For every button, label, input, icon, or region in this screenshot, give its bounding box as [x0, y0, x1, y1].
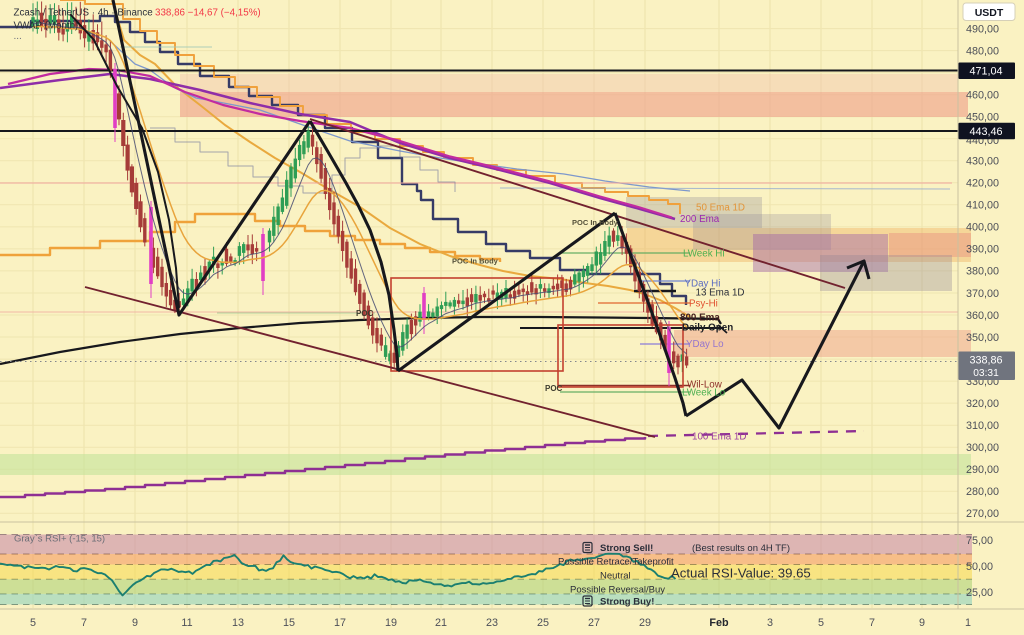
svg-text:Possible Reversal/Buy: Possible Reversal/Buy	[570, 585, 665, 596]
svg-text:11: 11	[181, 617, 192, 629]
svg-text:Gray`s RSI+ (-15, 15): Gray`s RSI+ (-15, 15)	[14, 534, 105, 545]
svg-text:7: 7	[869, 617, 875, 629]
svg-text:420,00: 420,00	[966, 178, 999, 190]
svg-text:50 Ema 1D: 50 Ema 1D	[696, 203, 745, 214]
svg-text:13: 13	[232, 617, 244, 629]
svg-text:490,00: 490,00	[966, 23, 999, 35]
svg-text:430,00: 430,00	[966, 156, 999, 168]
svg-text:29: 29	[639, 617, 651, 629]
svg-text:460,00: 460,00	[966, 90, 999, 102]
svg-text:9: 9	[132, 617, 138, 629]
svg-text:338,86 −14,67 (−4,15%): 338,86 −14,67 (−4,15%)	[155, 8, 261, 19]
svg-text:Zcash / TetherUS · 4h · Binanc: Zcash / TetherUS · 4h · Binance	[14, 8, 154, 19]
svg-text:POC In Body: POC In Body	[452, 257, 499, 266]
svg-text:21: 21	[435, 617, 447, 629]
svg-text:200 Ema: 200 Ema	[680, 214, 720, 225]
svg-text:9: 9	[919, 617, 925, 629]
svg-text:17: 17	[334, 617, 346, 629]
svg-text:Wil-Low: Wil-Low	[687, 380, 723, 391]
svg-text:25,00: 25,00	[966, 587, 993, 599]
svg-text:410,00: 410,00	[966, 200, 999, 212]
svg-text:280,00: 280,00	[966, 486, 999, 498]
svg-text:13 Ema 1D: 13 Ema 1D	[696, 288, 745, 299]
svg-text:Strong Sell!: Strong Sell!	[600, 543, 653, 554]
svg-text:1: 1	[965, 617, 971, 629]
svg-text:338,86: 338,86	[969, 355, 1002, 367]
svg-text:480,00: 480,00	[966, 45, 999, 57]
svg-text:471,04: 471,04	[969, 66, 1002, 78]
svg-text:400,00: 400,00	[966, 222, 999, 234]
svg-text:350,00: 350,00	[966, 332, 999, 344]
svg-text:...: ...	[14, 31, 22, 42]
svg-text:(Best results on 4H TF): (Best results on 4H TF)	[692, 543, 790, 554]
svg-text:15: 15	[283, 617, 295, 629]
svg-text:23: 23	[486, 617, 498, 629]
svg-text:VWAP (Month): VWAP (Month)	[14, 21, 79, 32]
svg-text:450,00: 450,00	[966, 112, 999, 124]
svg-text:Actual RSI-Value: 39.65: Actual RSI-Value: 39.65	[671, 566, 811, 581]
svg-text:270,00: 270,00	[966, 508, 999, 520]
svg-text:443,46: 443,46	[969, 126, 1002, 138]
svg-text:5: 5	[818, 617, 824, 629]
svg-text:310,00: 310,00	[966, 420, 999, 432]
svg-text:380,00: 380,00	[966, 266, 999, 278]
svg-text:3: 3	[767, 617, 773, 629]
svg-text:USDT: USDT	[975, 7, 1004, 19]
svg-text:50,00: 50,00	[966, 561, 993, 573]
svg-text:Neutral: Neutral	[600, 571, 631, 582]
svg-text:POC: POC	[545, 384, 563, 393]
svg-text:27: 27	[588, 617, 600, 629]
svg-text:Psy-Hi: Psy-Hi	[689, 299, 718, 310]
svg-text:YDay Lo: YDay Lo	[686, 339, 724, 350]
svg-text:19: 19	[385, 617, 397, 629]
svg-text:300,00: 300,00	[966, 442, 999, 454]
svg-text:LWeek Hi: LWeek Hi	[683, 249, 725, 260]
svg-text:75,00: 75,00	[966, 535, 993, 547]
svg-text:POC In Body: POC In Body	[572, 218, 619, 227]
svg-text:Strong Buy!: Strong Buy!	[600, 597, 654, 608]
svg-text:Feb: Feb	[709, 617, 729, 629]
svg-text:360,00: 360,00	[966, 310, 999, 322]
svg-text:7: 7	[81, 617, 87, 629]
svg-text:03:31: 03:31	[973, 368, 999, 379]
svg-text:800 Ema: 800 Ema	[680, 313, 720, 324]
svg-text:290,00: 290,00	[966, 464, 999, 476]
svg-text:5: 5	[30, 617, 36, 629]
svg-text:YDay Hi: YDay Hi	[685, 279, 721, 290]
svg-text:390,00: 390,00	[966, 244, 999, 256]
svg-text:POC: POC	[356, 309, 374, 318]
svg-text:100 Ema 1D: 100 Ema 1D	[692, 432, 746, 443]
svg-text:370,00: 370,00	[966, 288, 999, 300]
svg-text:LWeek Lo: LWeek Lo	[682, 388, 726, 399]
svg-text:320,00: 320,00	[966, 398, 999, 410]
svg-text:Possible Retrace/Takeprofit: Possible Retrace/Takeprofit	[558, 557, 674, 568]
svg-text:25: 25	[537, 617, 549, 629]
svg-text:Daily Open: Daily Open	[682, 323, 733, 334]
